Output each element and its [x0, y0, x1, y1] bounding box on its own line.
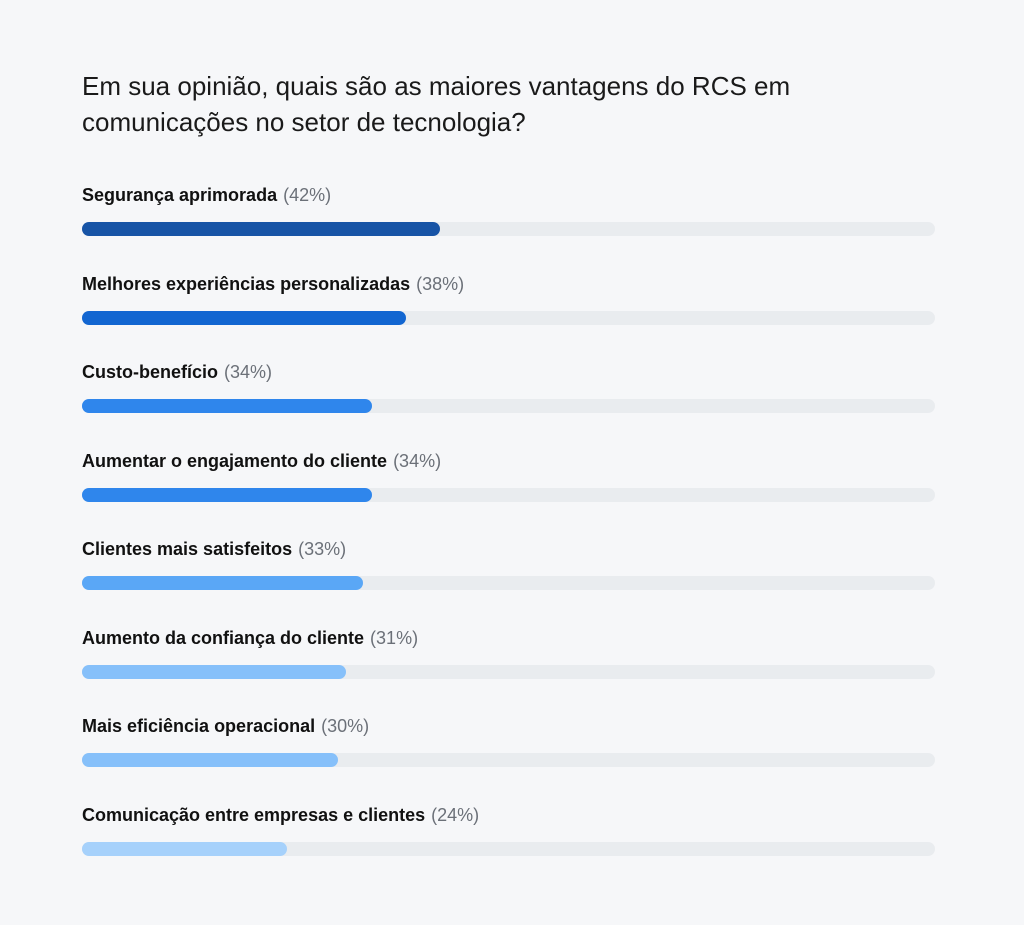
bar-label: Melhores experiências personalizadas: [82, 273, 411, 294]
bar-label: Comunicação entre empresas e clientes: [82, 804, 426, 825]
bar-label: Aumentar o engajamento do cliente: [82, 450, 388, 471]
bar-row: Aumento da confiança do cliente (31%): [82, 623, 935, 712]
bar-track: [82, 576, 935, 590]
bar-label: Custo-benefício: [82, 362, 219, 382]
bar-track: [82, 222, 935, 236]
bar-label: Segurança aprimorada: [82, 185, 278, 205]
bar-fill: [82, 399, 373, 413]
bar-fill: [82, 753, 338, 767]
bar-fill: [82, 576, 364, 590]
bar-label: Aumento da confiança do cliente: [82, 627, 365, 648]
bar-track: [82, 310, 935, 325]
bar-fill: [82, 664, 347, 679]
bar-row: Mais eficiência operacional (30%): [82, 711, 935, 800]
bar-percent: (31%): [370, 627, 419, 648]
bar-percent: (38%): [416, 273, 465, 294]
bar-percent: (24%): [431, 804, 480, 825]
chart-title: Em sua opinião, quais são as maiores van…: [82, 71, 791, 137]
bar-row: Segurança aprimorada (42%): [82, 180, 935, 269]
bar-row: Melhores experiências personalizadas (38%…: [82, 269, 935, 358]
bar-list: Segurança aprimorada (42%) Melhores exper…: [82, 180, 935, 888]
bar-row: Custo-benefício (34%): [82, 357, 935, 446]
bar-track: [82, 841, 935, 856]
bar-percent: (33%): [298, 539, 347, 559]
bar-percent: (34%): [224, 362, 273, 382]
bar-row: Comunicação entre empresas e clientes (24…: [82, 800, 935, 889]
bar-track: [82, 487, 935, 502]
bar-label: Mais eficiência operacional: [82, 716, 316, 736]
bar-track: [82, 399, 935, 413]
bar-percent: (30%): [321, 716, 370, 736]
bar-fill: [82, 222, 441, 236]
bar-label: Clientes mais satisfeitos: [82, 539, 293, 559]
bar-percent: (34%): [393, 450, 442, 471]
bar-fill: [82, 487, 373, 502]
bar-row: Aumentar o engajamento do cliente (34%): [82, 446, 935, 535]
bar-percent: (42%): [283, 185, 332, 205]
bar-fill: [82, 310, 407, 325]
bar-row: Clientes mais satisfeitos (33%): [82, 534, 935, 623]
bar-fill: [82, 841, 287, 856]
bar-track: [82, 753, 935, 767]
bar-track: [82, 664, 935, 679]
